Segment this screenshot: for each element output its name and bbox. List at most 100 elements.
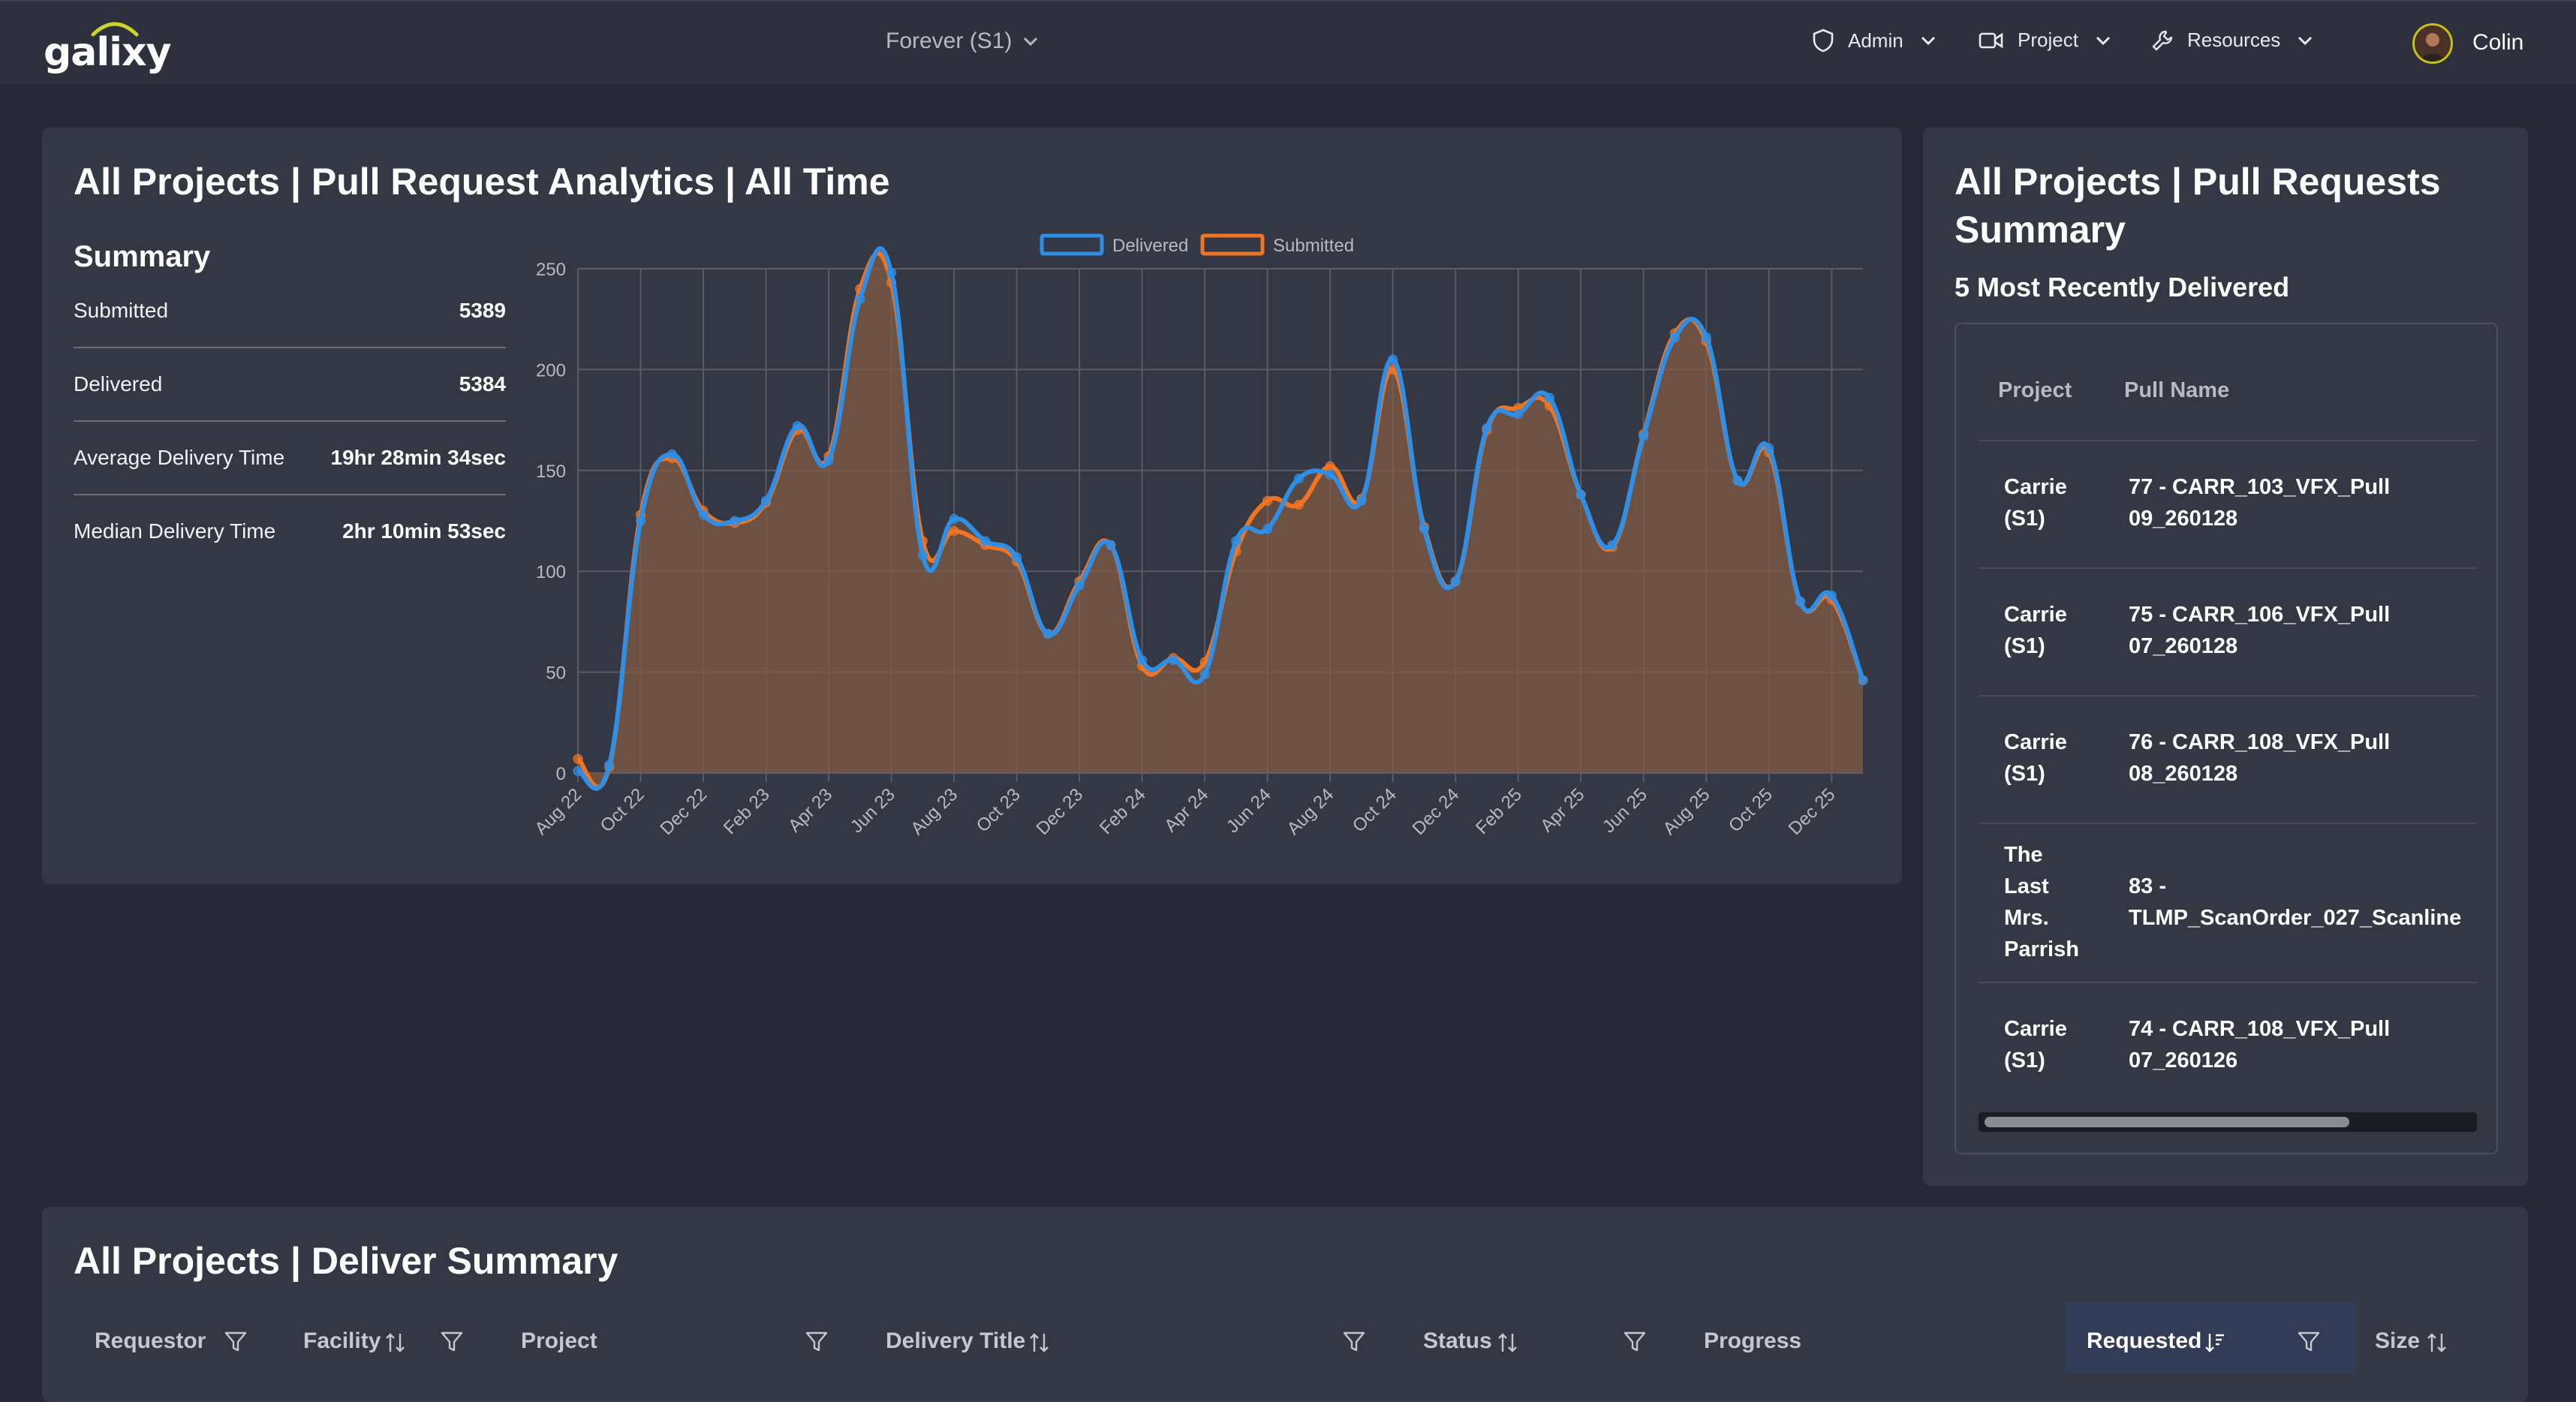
chevron-down-icon (1024, 37, 1038, 47)
filter-icon[interactable] (2297, 1330, 2321, 1354)
data-point-delivered (1293, 474, 1304, 484)
data-point-submitted (573, 754, 583, 764)
x-tick-label: Dec 23 (1032, 784, 1087, 839)
x-tick-label: Oct 24 (1349, 784, 1401, 836)
area-fill-delivered (578, 248, 1863, 789)
data-point-delivered (1231, 536, 1241, 546)
divider (1979, 695, 2477, 696)
data-point-delivered (1043, 629, 1053, 639)
sort-icon[interactable] (2426, 1331, 2448, 1354)
analytics-title: All Projects | Pull Request Analytics | … (74, 161, 890, 203)
x-tick-label: Feb 23 (720, 784, 774, 838)
data-point-delivered (1262, 524, 1273, 534)
y-tick-label: 250 (536, 260, 566, 280)
summary-label: Delivered (74, 372, 163, 396)
table-row-pull-name[interactable]: 76 - CARR_108_VFX_Pull 08_260128 (2129, 727, 2390, 790)
column-header-requestor[interactable]: Requestor (95, 1328, 206, 1353)
project-name-line: (S1) (2004, 762, 2045, 786)
project-name-line: (S1) (2004, 507, 2045, 531)
sort-descending-icon[interactable] (2204, 1331, 2226, 1354)
scrollbar-thumb[interactable] (1985, 1117, 2349, 1127)
nav-admin-menu[interactable]: Admin (1812, 29, 1937, 53)
horizontal-scrollbar[interactable] (1979, 1112, 2477, 1132)
divider (74, 347, 506, 348)
divider (74, 494, 506, 495)
legend-label: Delivered (1112, 236, 1188, 256)
project-name-line: Carrie (2004, 1017, 2067, 1041)
nav-resources-menu[interactable]: Resources (2151, 29, 2313, 52)
pull-name-line: 83 - (2129, 874, 2166, 898)
nav-project-menu[interactable]: Project (1979, 29, 2111, 52)
sort-icon[interactable] (1497, 1331, 1519, 1354)
x-tick-label: Dec 25 (1785, 784, 1840, 839)
user-avatar[interactable] (2412, 23, 2453, 64)
project-selector[interactable]: Forever (S1) (886, 29, 1039, 54)
table-row-project: Carrie (S1) (2004, 471, 2067, 534)
project-name-line: Carrie (2004, 475, 2067, 499)
data-point-delivered (1388, 354, 1398, 365)
data-point-delivered (1858, 675, 1868, 685)
x-tick-label: Apr 25 (1536, 784, 1588, 836)
y-tick-label: 50 (546, 663, 566, 684)
data-point-delivered (730, 516, 740, 526)
data-point-delivered (1356, 495, 1367, 506)
x-tick-label: Jun 25 (1599, 784, 1651, 837)
filter-icon[interactable] (1623, 1330, 1647, 1354)
table-row-pull-name[interactable]: 74 - CARR_108_VFX_Pull 07_260126 (2129, 1013, 2390, 1076)
column-header-facility[interactable]: Facility (303, 1328, 381, 1353)
data-point-delivered (1325, 469, 1335, 480)
x-tick-label: Feb 25 (1472, 784, 1526, 838)
summary-panel-title-line1: All Projects | Pull Requests (1955, 161, 2441, 203)
x-tick-label: Oct 22 (597, 784, 649, 836)
summary-row-median-delivery: Median Delivery Time 2hr 10min 53sec (74, 519, 506, 593)
data-point-delivered (886, 267, 897, 278)
x-tick-label: Aug 22 (531, 784, 585, 839)
table-row-pull-name[interactable]: 75 - CARR_106_VFX_Pull 07_260128 (2129, 599, 2390, 662)
top-navigation-bar: galixy Forever (S1) Admin Project Resour… (0, 0, 2576, 84)
galixy-logo[interactable]: galixy (44, 18, 171, 75)
data-point-submitted (949, 525, 959, 536)
user-name[interactable]: Colin (2472, 30, 2524, 55)
data-point-submitted (1325, 461, 1335, 471)
chevron-down-icon (2297, 35, 2313, 46)
column-header-requested[interactable]: Requested (2087, 1328, 2202, 1353)
filter-icon[interactable] (440, 1330, 464, 1354)
pull-name-line: 74 - CARR_108_VFX_Pull (2129, 1017, 2391, 1041)
legend-swatch (1040, 233, 1104, 256)
sort-icon[interactable] (1028, 1331, 1051, 1354)
project-name-line: (S1) (2004, 634, 2045, 658)
project-name-line: The (2004, 843, 2043, 867)
column-header-project[interactable]: Project (1998, 378, 2072, 402)
column-header-size[interactable]: Size (2375, 1328, 2421, 1353)
x-tick-label: Oct 23 (973, 784, 1025, 836)
divider (1979, 982, 2477, 983)
filter-icon[interactable] (224, 1330, 248, 1354)
column-header-pull-name[interactable]: Pull Name (2124, 378, 2230, 402)
column-header-status[interactable]: Status (1423, 1328, 1492, 1353)
summary-value: 5389 (459, 299, 506, 322)
summary-value: 19hr 28min 34sec (330, 446, 507, 469)
x-tick-label: Aug 23 (907, 784, 961, 839)
table-row-pull-name[interactable]: 77 - CARR_103_VFX_Pull 09_260128 (2129, 471, 2390, 534)
column-header-progress[interactable]: Progress (1704, 1328, 1802, 1353)
column-header-project[interactable]: Project (521, 1328, 597, 1353)
filter-icon[interactable] (805, 1330, 829, 1354)
data-point-delivered (667, 449, 677, 459)
pull-name-line: 08_260128 (2129, 762, 2238, 786)
summary-value: 2hr 10min 53sec (342, 519, 506, 543)
project-name-line: Parrish (2004, 937, 2079, 961)
data-point-delivered (1764, 443, 1774, 453)
x-tick-label: Oct 25 (1725, 784, 1777, 836)
divider (74, 420, 506, 422)
summary-value: 5384 (459, 372, 506, 396)
data-point-delivered (1450, 576, 1461, 587)
data-point-delivered (1795, 597, 1805, 607)
sort-icon[interactable] (384, 1331, 407, 1354)
table-row-pull-name[interactable]: 83 - TLMP_ScanOrder_027_Scanline (2129, 871, 2461, 934)
filter-icon[interactable] (1342, 1330, 1366, 1354)
column-header-delivery-title[interactable]: Delivery Title (886, 1328, 1026, 1353)
summary-row-average-delivery: Average Delivery Time 19hr 28min 34sec (74, 446, 506, 519)
x-tick-label: Aug 25 (1660, 784, 1714, 839)
data-point-delivered (636, 516, 646, 526)
